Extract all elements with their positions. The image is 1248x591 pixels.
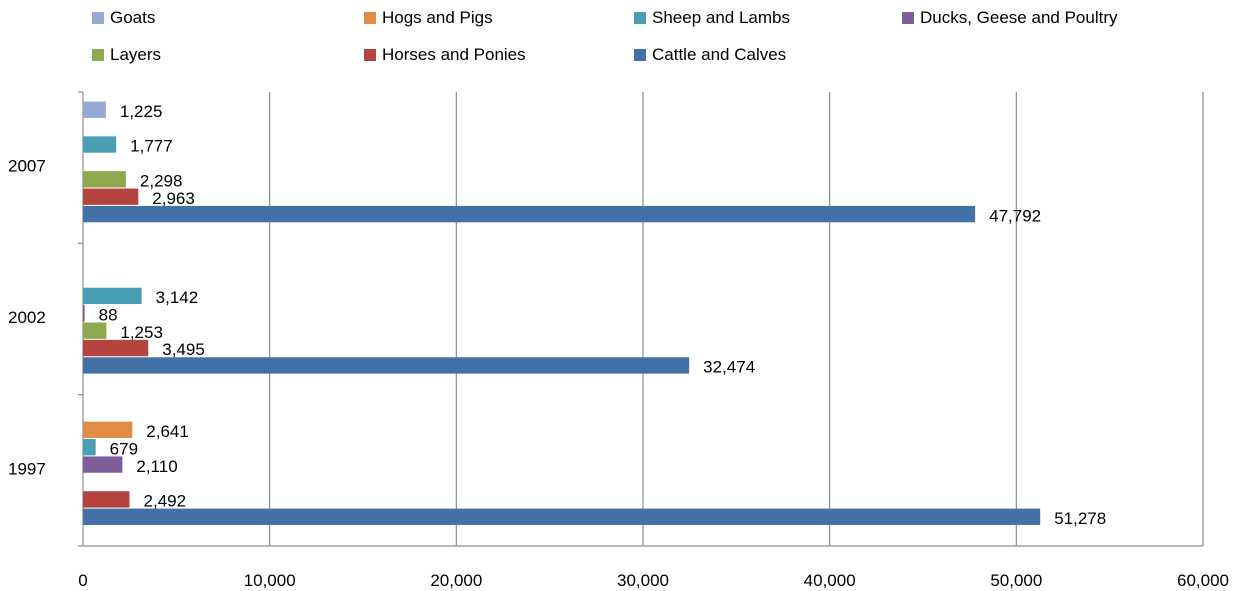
legend-swatch-layers: [92, 49, 104, 61]
x-tick-label: 50,000: [990, 571, 1042, 590]
category-label: 2007: [8, 157, 46, 176]
bar: [83, 339, 149, 357]
legend-swatch-sheep-and-lambs: [634, 12, 646, 24]
bar: [83, 171, 126, 188]
bar: [83, 136, 117, 153]
data-label: 51,278: [1054, 509, 1106, 528]
bar: [83, 322, 107, 339]
data-label: 3,495: [162, 340, 205, 359]
legend-swatch-horses-and-ponies: [364, 49, 376, 61]
data-label: 1,777: [130, 137, 173, 156]
bar: [83, 188, 139, 205]
data-label: 2,110: [136, 457, 177, 476]
legend-label-cattle-and-calves: Cattle and Calves: [652, 45, 787, 64]
bar: [83, 357, 690, 374]
legend-item-horses-and-ponies: Horses and Ponies: [364, 45, 526, 65]
x-tick-label: 10,000: [244, 571, 296, 590]
x-tick-label: 60,000: [1177, 571, 1229, 590]
bar: [83, 205, 976, 223]
bar: [83, 305, 85, 322]
legend-item-goats: Goats: [92, 8, 155, 28]
legend-swatch-hogs-and-pigs: [364, 12, 376, 24]
x-tick-label: 20,000: [430, 571, 482, 590]
legend-item-hogs-and-pigs: Hogs and Pigs: [364, 8, 493, 28]
legend-swatch-ducks-geese-poultry: [902, 12, 914, 24]
legend-label-horses-and-ponies: Horses and Ponies: [382, 45, 526, 64]
legend-item-layers: Layers: [92, 45, 161, 65]
bar: [83, 456, 123, 473]
data-label: 1,225: [120, 102, 163, 121]
category-label: 1997: [8, 459, 46, 478]
data-label: 2,963: [152, 189, 195, 208]
legend-label-layers: Layers: [110, 45, 162, 64]
bar: [83, 101, 106, 118]
data-label: 3,142: [156, 288, 199, 307]
category-label: 2002: [8, 308, 46, 327]
x-tick-label: 40,000: [804, 571, 856, 590]
bar: [83, 287, 142, 305]
data-label: 2,298: [140, 171, 183, 190]
bar: [83, 439, 96, 456]
legend-label-ducks-geese-poultry: Ducks, Geese and Poultry: [920, 8, 1118, 27]
bar: [83, 421, 133, 438]
bar: [83, 491, 130, 508]
x-tick-label: 30,000: [617, 571, 669, 590]
bar: [83, 508, 1041, 525]
data-label: 32,474: [703, 358, 755, 377]
legend-item-cattle-and-calves: Cattle and Calves: [634, 45, 786, 65]
data-label: 2,641: [146, 422, 189, 441]
data-label: 88: [99, 305, 118, 324]
legend-label-hogs-and-pigs: Hogs and Pigs: [382, 8, 493, 27]
legend-item-sheep-and-lambs: Sheep and Lambs: [634, 8, 790, 28]
data-label: 1,253: [120, 323, 163, 342]
data-label: 679: [110, 439, 138, 458]
data-label: 2,492: [144, 492, 187, 511]
legend-label-goats: Goats: [110, 8, 156, 27]
legend-label-sheep-and-lambs: Sheep and Lambs: [652, 8, 790, 27]
legend-item-ducks-geese-poultry: Ducks, Geese and Poultry: [902, 8, 1117, 28]
x-tick-label: 0: [78, 571, 87, 590]
data-label: 47,792: [989, 206, 1041, 225]
legend-swatch-goats: [92, 12, 104, 24]
legend-swatch-cattle-and-calves: [634, 49, 646, 61]
